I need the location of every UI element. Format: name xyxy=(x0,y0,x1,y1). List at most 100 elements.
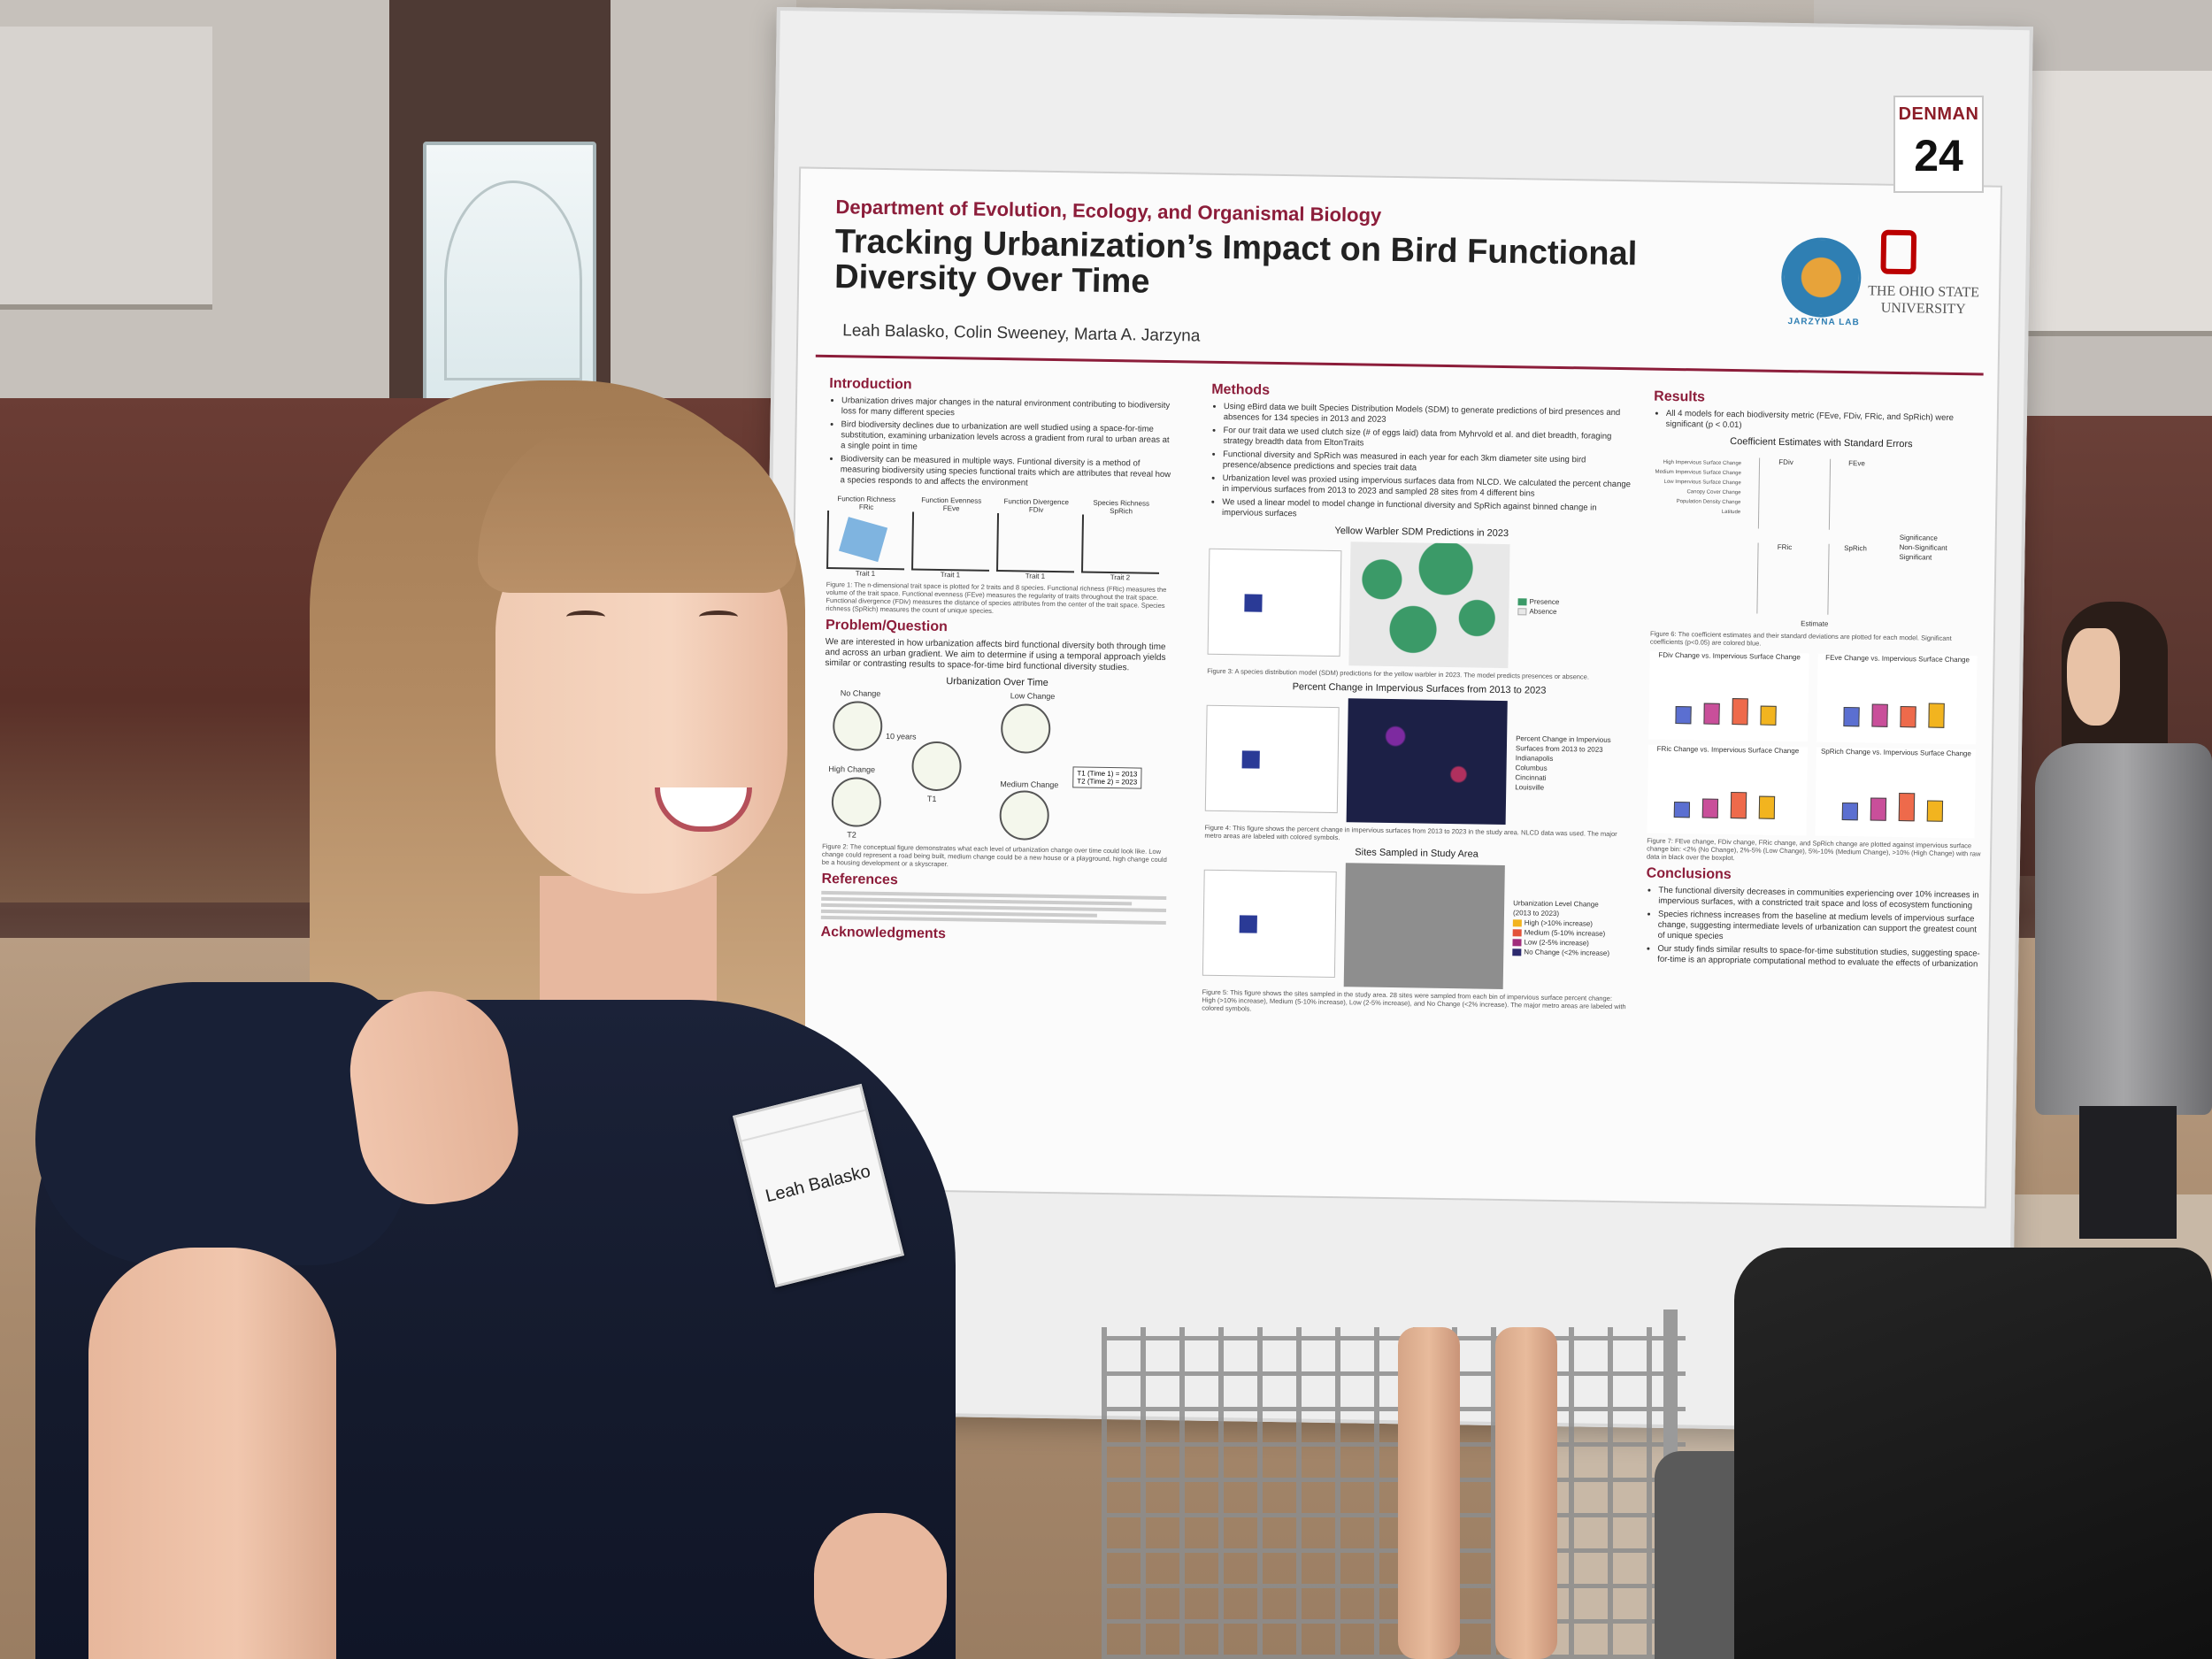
high-swatch xyxy=(1512,919,1522,927)
figure-3-caption: Figure 3: A species distribution model (… xyxy=(1207,666,1590,681)
poster-column-results: Results All 4 models for each biodiversi… xyxy=(1645,384,1990,973)
box-medium xyxy=(1732,698,1748,726)
coef-panel: FDiv xyxy=(1757,457,1813,530)
badge-name: Leah Balasko xyxy=(764,1161,872,1207)
fig3-legend: Presence Absence xyxy=(1517,596,1559,617)
nochange-swatch xyxy=(1512,949,1522,956)
methods-bullet: Urbanization level was proxied using imp… xyxy=(1222,473,1634,501)
results-heading: Results xyxy=(1654,388,1706,405)
background-person-jacket xyxy=(2035,743,2212,1115)
eastern-us-map xyxy=(1207,548,1342,657)
level-text: No Change (<2% increase) xyxy=(1524,948,1610,957)
presenter-eye xyxy=(699,611,738,623)
box-low xyxy=(1703,703,1720,725)
wire-grid-stand xyxy=(1102,1327,1686,1659)
boxplot-fric: FRic Change vs. Impervious Surface Chang… xyxy=(1647,744,1809,836)
fig5-legend-title: Urbanization Level Change (2013 to 2023) xyxy=(1512,899,1599,918)
fig5-maps: Urbanization Level Change (2013 to 2023)… xyxy=(1202,861,1629,992)
road-node-icon xyxy=(1000,703,1051,754)
low-swatch xyxy=(1512,939,1522,947)
eastern-us-map xyxy=(1204,704,1340,814)
box-no-change xyxy=(1841,803,1859,821)
sampled-sites-map xyxy=(1343,863,1505,990)
methods-bullet: Using eBird data we built Species Distri… xyxy=(1224,402,1636,429)
fig5-legend: Urbanization Level Change (2013 to 2023)… xyxy=(1512,898,1610,958)
methods-heading: Methods xyxy=(1211,381,1271,398)
presenter-sleeve xyxy=(35,982,407,1265)
level-label: No Change (<2% increase) xyxy=(1512,947,1609,958)
conclusion-bullet: Species richness increases from the base… xyxy=(1658,910,1983,947)
time-key: T1 (Time 1) = 2013 T2 (Time 2) = 2023 xyxy=(1072,766,1142,789)
coef-panel: FRic xyxy=(1756,542,1811,615)
trait-plot xyxy=(1080,514,1161,574)
boxplot-row-2: FRic Change vs. Impervious Surface Chang… xyxy=(1647,744,1985,839)
boxplot-title: FDiv Change vs. Impervious Surface Chang… xyxy=(1658,650,1801,662)
background-person-face xyxy=(2067,628,2120,726)
study-area-marker xyxy=(1244,594,1263,612)
significance-title: Significance xyxy=(1899,534,1938,542)
coef-panel: FEve xyxy=(1828,458,1884,531)
box-medium xyxy=(1730,792,1747,819)
trait-axis-y: Trait 2 xyxy=(1110,572,1131,582)
fig3-maps: Presence Absence xyxy=(1207,540,1633,671)
node-label: Low Change xyxy=(1010,691,1056,702)
box-no-change xyxy=(1675,706,1692,725)
jarzyna-lab-logo xyxy=(1780,236,1863,319)
box-high xyxy=(1760,705,1777,726)
coef-panel-title: FEve xyxy=(1848,459,1865,468)
balcony-left xyxy=(0,27,212,310)
study-area-marker xyxy=(1241,750,1260,769)
poster-column-methods: Methods Using eBird data we built Specie… xyxy=(1202,377,1636,1022)
background-person-right xyxy=(2035,602,2212,1239)
presence-swatch xyxy=(1517,598,1527,606)
poster-authors: Leah Balasko, Colin Sweeney, Marta A. Ja… xyxy=(842,321,1201,346)
wall-lamp xyxy=(423,142,596,425)
results-bullet: All 4 models for each biodiversity metri… xyxy=(1666,409,1990,435)
coef-panel: SpRich xyxy=(1827,543,1882,616)
chair-with-coat xyxy=(1734,1248,2212,1659)
jarzyna-lab-logo-text: JARZYNA LAB xyxy=(1787,316,1860,328)
coef-axis-label: Estimate xyxy=(1801,619,1829,628)
figure-7-caption: Figure 7: FEve change, FDiv change, FRic… xyxy=(1646,836,1981,863)
box-no-change xyxy=(1673,802,1691,818)
fig4-title: Percent Change in Impervious Surfaces fr… xyxy=(1292,681,1547,696)
presenter-hand-lower xyxy=(814,1513,947,1659)
coef-panel-title: SpRich xyxy=(1844,544,1868,553)
impervious-change-map xyxy=(1346,698,1508,826)
figure-6-caption: Figure 6: The coefficient estimates and … xyxy=(1649,629,1952,648)
legend-presence: Presence xyxy=(1517,596,1559,607)
conclusion-bullet: Our study finds similar results to space… xyxy=(1657,944,1981,971)
poster-number-sign: DENMAN 24 xyxy=(1893,96,1984,193)
fig4-legend: Percent Change in Impervious Surfaces fr… xyxy=(1515,733,1613,794)
trait-axis-x: Trait 1 xyxy=(1025,572,1046,580)
legend-absence: Absence xyxy=(1517,606,1559,617)
conclusion-bullet: The functional diversity decreases in co… xyxy=(1658,886,1982,912)
trait-plot xyxy=(996,512,1076,573)
boxplot-title: SpRich Change vs. Impervious Surface Cha… xyxy=(1820,747,1971,758)
ohio-state-block-o-logo xyxy=(1880,229,1917,275)
methods-bullet: Functional diversity and SpRich was meas… xyxy=(1223,449,1635,477)
leg xyxy=(1398,1327,1460,1659)
box-medium xyxy=(1900,706,1916,728)
coef-row: Low Impervious Surface Change xyxy=(1663,479,1741,487)
box-no-change xyxy=(1843,707,1860,727)
figure-4-caption: Figure 4: This figure shows the percent … xyxy=(1204,823,1617,842)
house-node-icon xyxy=(999,790,1050,841)
fig5-title: Sites Sampled in Study Area xyxy=(1355,847,1479,860)
ohio-state-wordmark: THE OHIO STATE UNIVERSITY xyxy=(1868,283,1980,318)
poster-number: 24 xyxy=(1914,131,1963,180)
coef-row-labels: High Impervious Surface Change Medium Im… xyxy=(1652,458,1741,518)
conclusions-heading: Conclusions xyxy=(1646,865,1732,883)
box-high xyxy=(1928,703,1945,728)
background-person-legs xyxy=(2079,1106,2177,1239)
trait-panel-fdiv: Function Divergence FDiv Trait 1 xyxy=(996,497,1076,580)
level-text: Medium (5-10% increase) xyxy=(1524,928,1606,938)
significance-item: Significant xyxy=(1899,553,1932,562)
eastern-us-map xyxy=(1202,869,1337,979)
boxplot-fdiv: FDiv Change vs. Impervious Surface Chang… xyxy=(1648,650,1809,742)
time-key-line: T2 (Time 2) = 2023 xyxy=(1077,777,1138,787)
sdm-prediction-map xyxy=(1348,541,1510,669)
coef-panel-title: FDiv xyxy=(1778,457,1793,467)
fig4-maps: Percent Change in Impervious Surfaces fr… xyxy=(1204,696,1632,827)
boxplot-sprich: SpRich Change vs. Impervious Surface Cha… xyxy=(1815,747,1976,839)
